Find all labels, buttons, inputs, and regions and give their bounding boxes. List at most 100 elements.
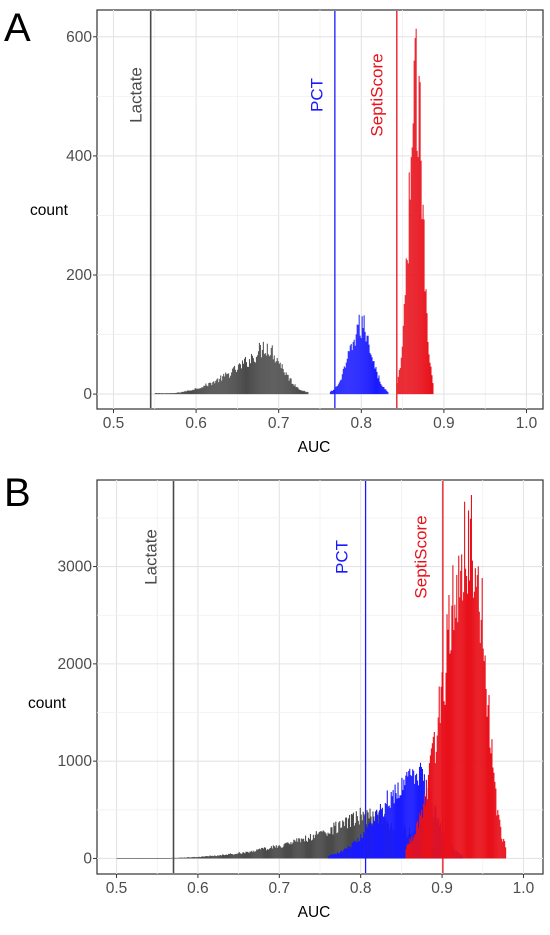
- histogram-bar: [424, 793, 426, 859]
- histogram-bar: [332, 834, 334, 859]
- x-axis-title: AUC: [298, 904, 331, 921]
- histogram-bar: [338, 822, 340, 859]
- histogram-bar: [126, 858, 128, 859]
- histogram-bar: [186, 857, 188, 859]
- histogram-bar: [407, 263, 409, 395]
- histogram-bar: [358, 841, 360, 859]
- histogram-bar: [419, 813, 421, 859]
- histogram-bar: [217, 378, 219, 395]
- histogram-bar: [344, 826, 346, 859]
- histogram-bar: [121, 858, 123, 859]
- histogram-bar: [285, 372, 287, 395]
- histogram-bar: [289, 844, 291, 859]
- histogram-bar: [141, 858, 144, 859]
- histogram-bar: [191, 390, 193, 395]
- histogram-bar: [179, 857, 181, 859]
- histogram-bar: [204, 385, 206, 395]
- histogram-bar: [270, 347, 272, 395]
- histogram-bar: [142, 858, 145, 859]
- reference-label-pct: PCT: [332, 540, 351, 574]
- histogram-bar: [243, 363, 245, 395]
- histogram-bar: [405, 258, 407, 395]
- histogram-bar: [198, 856, 200, 859]
- histogram-bar: [196, 857, 198, 859]
- histogram-bar: [304, 391, 306, 395]
- histogram-bar: [154, 393, 156, 395]
- histogram-bar: [462, 600, 464, 859]
- histogram-bar: [481, 578, 483, 859]
- histogram-bar: [166, 393, 168, 395]
- histogram-bar: [363, 831, 365, 859]
- histogram-bar: [147, 858, 149, 859]
- histogram-bar: [175, 392, 177, 395]
- histogram-bar: [167, 393, 169, 395]
- histogram-lactate: [154, 341, 309, 395]
- histogram-bar: [374, 821, 376, 859]
- histogram-bar: [226, 374, 228, 395]
- histogram-bar: [407, 843, 409, 859]
- histogram-bar: [420, 815, 422, 859]
- histogram-bar: [430, 748, 432, 859]
- histogram-bar: [404, 295, 406, 395]
- histogram-bar: [355, 334, 357, 395]
- histogram-bar: [171, 857, 173, 859]
- histogram-bar: [214, 383, 216, 395]
- histogram-bar: [330, 827, 332, 859]
- histogram-bar: [284, 843, 286, 859]
- histogram-bar: [339, 821, 341, 859]
- histogram-bar: [273, 846, 275, 859]
- histogram-bar: [330, 390, 332, 395]
- histogram-bar: [155, 392, 157, 395]
- histogram-bar: [255, 851, 257, 859]
- histogram-bar: [260, 357, 262, 395]
- histogram-bar: [476, 575, 478, 859]
- histogram-bar: [364, 331, 366, 395]
- histogram-bar: [297, 387, 299, 395]
- histogram-bar: [346, 848, 348, 859]
- histogram-bar: [209, 855, 211, 859]
- histogram-bar: [358, 824, 360, 859]
- histogram-bar: [137, 858, 139, 859]
- histogram-bar: [170, 857, 172, 859]
- histogram-bar: [220, 855, 222, 859]
- histogram-bar: [122, 858, 124, 859]
- histogram-bar: [201, 856, 203, 859]
- histogram-bar: [300, 842, 302, 859]
- reference-label-septiscore: SeptiScore: [367, 53, 386, 136]
- histogram-bar: [273, 355, 275, 395]
- histogram-bar: [276, 357, 278, 395]
- histogram-bar: [426, 313, 428, 395]
- histogram-bar: [379, 381, 381, 395]
- histogram-bar: [406, 771, 408, 859]
- histogram-bar: [302, 839, 304, 859]
- histogram-bar: [477, 566, 479, 859]
- histogram-bar: [171, 393, 173, 395]
- histogram-bar: [302, 391, 304, 395]
- histogram-bar: [460, 570, 462, 859]
- histogram-bar: [413, 836, 415, 859]
- histogram-bar: [288, 843, 290, 859]
- histogram-bar: [345, 362, 347, 395]
- histogram-bar: [157, 393, 159, 395]
- histogram-bar: [483, 661, 485, 859]
- histogram-bar: [127, 858, 129, 859]
- histogram-bar: [378, 375, 380, 395]
- histogram-bar: [289, 378, 291, 395]
- histogram-bar: [337, 853, 340, 859]
- histogram-bar: [318, 832, 320, 859]
- histogram-bar: [270, 846, 272, 859]
- histogram-bar: [400, 357, 402, 395]
- panel-b: B Lactate PCT SeptiScore 0.5 0.6 0.7 0.8 0.9 1.0…: [0, 467, 550, 934]
- histogram-bar: [337, 384, 339, 395]
- histogram-bar: [347, 351, 349, 395]
- histogram-bar: [233, 854, 235, 859]
- histogram-bar: [458, 555, 460, 859]
- histogram-bar: [503, 838, 505, 859]
- histogram-bar: [419, 762, 422, 859]
- histogram-bar: [310, 840, 312, 859]
- histogram-bar: [188, 857, 190, 859]
- histogram-bar: [361, 837, 363, 859]
- histogram-bar: [264, 353, 266, 395]
- histogram-bar: [343, 821, 345, 859]
- histogram-bar: [204, 856, 206, 859]
